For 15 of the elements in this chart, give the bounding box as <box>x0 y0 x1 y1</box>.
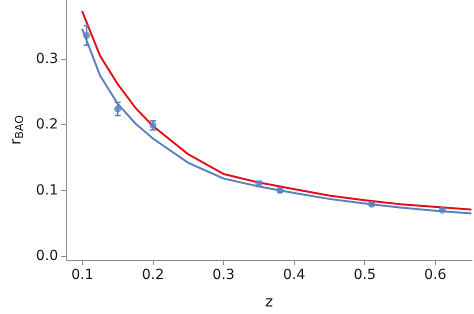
y-tick-label: 0.3 <box>36 51 58 68</box>
y-tick-label: 0.1 <box>36 182 58 198</box>
x-tick-label: 0.2 <box>142 267 164 283</box>
x-tick-label: 0.5 <box>354 267 376 283</box>
point <box>83 32 90 39</box>
y-tick-label: 0.2 <box>36 116 58 133</box>
x-tick-label: 0.3 <box>212 267 235 283</box>
point <box>149 122 156 129</box>
x-axis-title: z <box>265 292 274 310</box>
point <box>114 105 122 112</box>
x-tick-label: 0.1 <box>71 267 94 283</box>
x-tick-label: 0.4 <box>283 267 306 283</box>
y-tick-label: 0.0 <box>36 248 58 264</box>
y-axis-title: rBAO <box>6 114 26 145</box>
x-tick-label: 0.6 <box>424 267 447 283</box>
